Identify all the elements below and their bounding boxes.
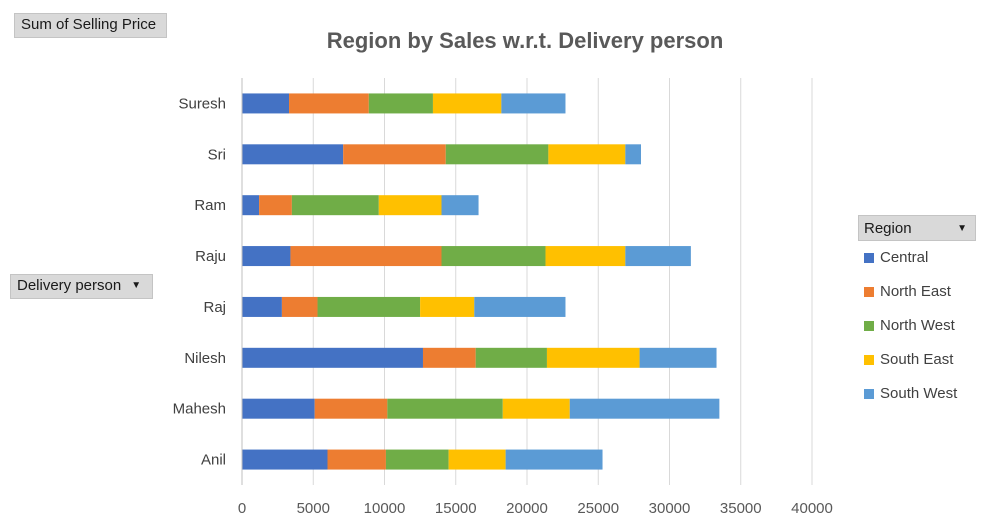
bar-segment (502, 398, 570, 419)
legend-item: North East (858, 275, 976, 309)
bar-segment (343, 144, 446, 165)
bar-segment (242, 449, 328, 470)
bar-segment (385, 449, 449, 470)
bar-segment (289, 93, 369, 114)
bar-segment (420, 296, 475, 317)
x-tick-label: 40000 (791, 500, 833, 517)
y-category-label: Raju (195, 248, 226, 265)
x-tick-label: 5000 (297, 500, 330, 517)
legend-item: South East (858, 343, 976, 377)
legend-field-filter-button[interactable]: Region ▼ (858, 215, 976, 241)
x-tick-label: 15000 (435, 500, 477, 517)
bar-segment (474, 296, 566, 317)
bar-segment (242, 246, 291, 267)
bar-segment (242, 347, 423, 368)
chart-title: Region by Sales w.r.t. Delivery person (326, 28, 724, 53)
bar-segment (317, 296, 421, 317)
bar-segment (290, 246, 442, 267)
legend-swatch (864, 287, 874, 298)
legend-field-label: Region (864, 220, 912, 237)
y-category-label: Nilesh (184, 350, 226, 367)
bar-segment (625, 144, 641, 165)
bar-segment (448, 449, 506, 470)
legend-label: North West (880, 317, 955, 335)
x-tick-label: 25000 (577, 500, 619, 517)
legend-label: North East (880, 283, 951, 301)
bar-segment (475, 347, 547, 368)
y-category-label: Raj (203, 299, 226, 316)
legend-items: Central North East North West South East Sou… (858, 241, 976, 411)
bar-segment (505, 449, 603, 470)
bar-segment (259, 195, 292, 216)
bar-segment (387, 398, 503, 419)
legend-item: Central (858, 241, 976, 275)
bar-segment (545, 246, 626, 267)
value-field-button[interactable]: Sum of Selling Price (14, 13, 167, 38)
bar-segment (639, 347, 717, 368)
bar-segment (445, 144, 549, 165)
legend-swatch (864, 253, 874, 264)
x-tick-label: 30000 (649, 500, 691, 517)
bar-segment (242, 195, 260, 216)
bar-segment (242, 296, 282, 317)
y-category-label: Ram (194, 197, 226, 214)
x-tick-label: 10000 (364, 500, 406, 517)
bar-segment (422, 347, 476, 368)
bar-segment (569, 398, 720, 419)
bar-segment (242, 398, 315, 419)
bar-segment (546, 347, 640, 368)
legend-label: South East (880, 351, 954, 369)
x-tick-label: 35000 (720, 500, 762, 517)
chevron-down-icon: ▼ (957, 223, 967, 234)
y-category-label: Sri (208, 146, 226, 163)
bar-segment (314, 398, 388, 419)
legend-item: North West (858, 309, 976, 343)
legend-swatch (864, 355, 874, 366)
x-tick-label: 20000 (506, 500, 548, 517)
x-tick-label: 0 (238, 500, 246, 517)
bar-segment (242, 144, 344, 165)
legend-label: Central (880, 249, 929, 267)
legend-label: South West (880, 385, 958, 403)
y-category-label: Suresh (178, 95, 226, 112)
bar-segment (291, 195, 379, 216)
bar-segment (501, 93, 566, 114)
bar-segment (441, 195, 479, 216)
y-category-label: Anil (201, 452, 226, 469)
bar-segment (378, 195, 442, 216)
bar-segment (327, 449, 386, 470)
legend: Region ▼ Central North East North West South… (858, 215, 976, 411)
bar-segment (625, 246, 691, 267)
legend-swatch (864, 321, 874, 332)
row-field-label: Delivery person (17, 277, 122, 294)
bar-segment (242, 93, 290, 114)
bar-segment (548, 144, 626, 165)
bar-segment (432, 93, 502, 114)
bar-segment (281, 296, 318, 317)
bar-segment (441, 246, 546, 267)
bar-segment (368, 93, 433, 114)
chevron-down-icon: ▼ (131, 280, 142, 292)
legend-item: South West (858, 377, 976, 411)
row-field-filter-button[interactable]: Delivery person ▼ (10, 274, 153, 299)
legend-swatch (864, 389, 874, 400)
y-category-label: Mahesh (173, 401, 226, 418)
